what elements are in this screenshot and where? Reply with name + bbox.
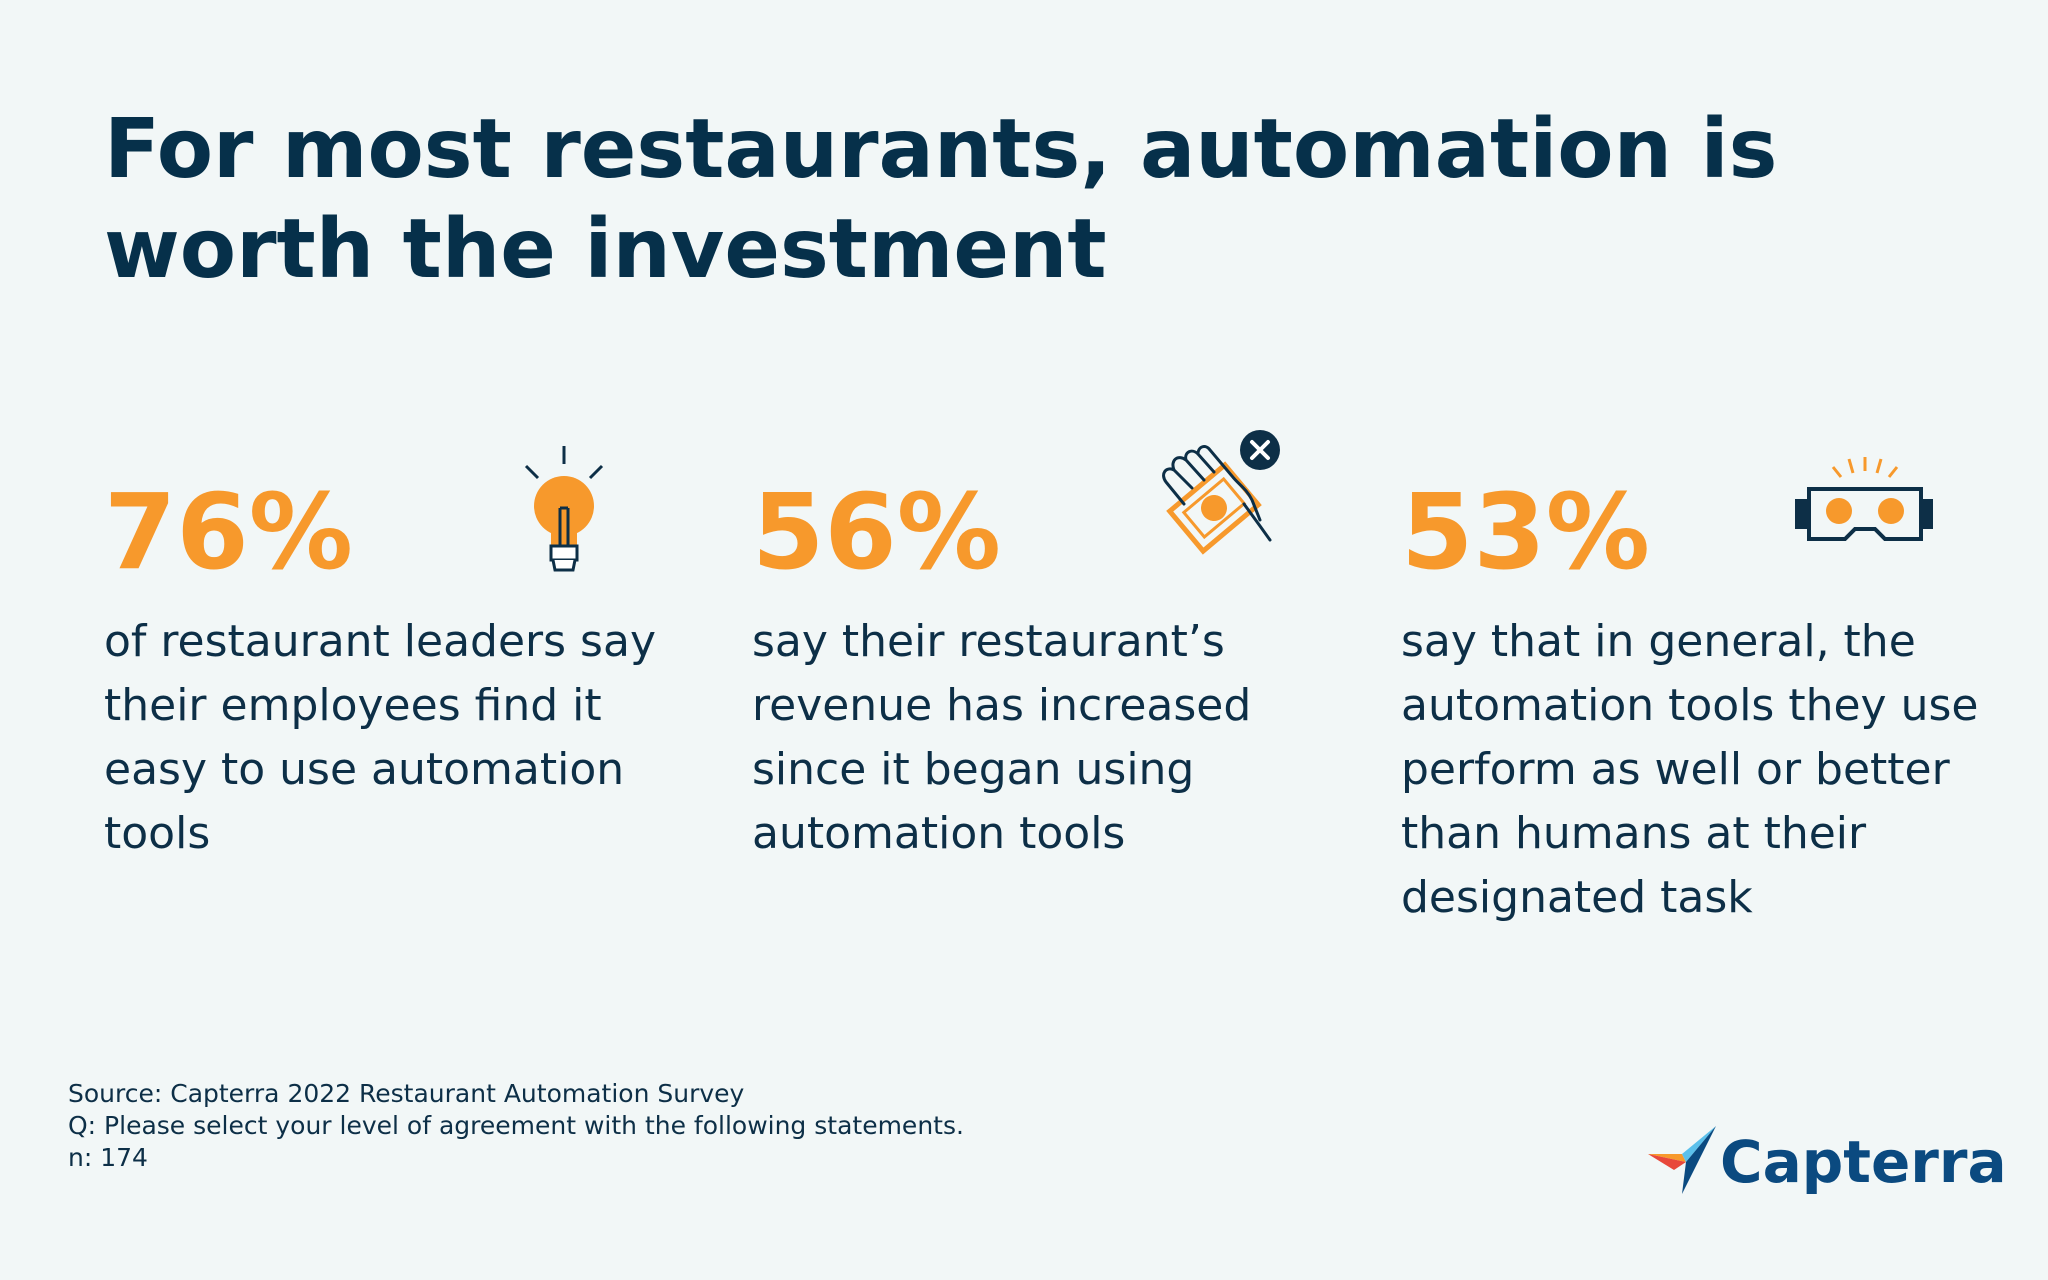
capterra-logo-icon [1648, 1126, 1716, 1194]
vr-headset-icon [1795, 457, 1933, 541]
page-title: For most restaurants, automation is wort… [104, 102, 1778, 297]
stat-description: say their restaurant’s revenue has incre… [752, 616, 1252, 859]
question-line: Q: Please select your level of agreement… [68, 1111, 964, 1140]
source-note: Source: Capterra 2022 Restaurant Automat… [68, 1078, 964, 1174]
money-hand-icon [1162, 430, 1280, 555]
sample-size-line: n: 174 [68, 1143, 148, 1172]
stat-description: of restaurant leaders say their employee… [104, 616, 656, 859]
stat-description: say that in general, the automation tool… [1401, 616, 1979, 923]
lightbulb-icon [524, 446, 604, 572]
brand-name: Capterra [1720, 1128, 2007, 1196]
stat-value: 56% [752, 471, 1001, 593]
stat-value: 53% [1401, 471, 1650, 593]
source-line: Source: Capterra 2022 Restaurant Automat… [68, 1079, 745, 1108]
stat-value: 76% [104, 471, 353, 593]
